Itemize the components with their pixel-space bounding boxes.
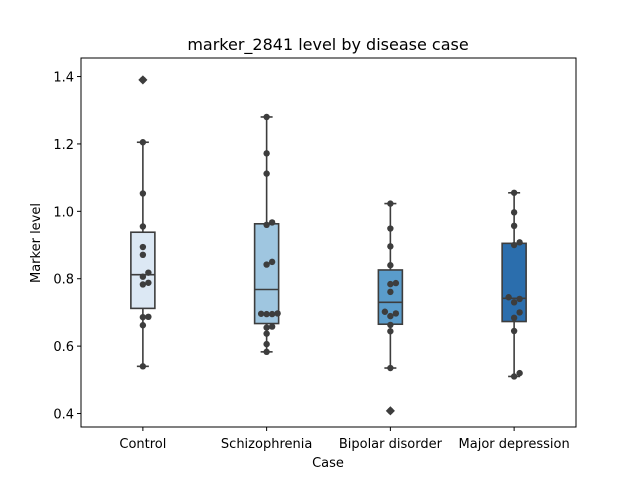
y-tick-label: 1.0 (53, 205, 74, 220)
y-tick-label: 1.2 (53, 138, 74, 153)
data-point (510, 189, 518, 196)
data-point (139, 76, 147, 84)
data-point (387, 328, 394, 335)
data-point (510, 299, 518, 306)
data-point (257, 310, 265, 317)
data-point (510, 314, 518, 322)
data-point (263, 310, 270, 318)
y-tick-label: 0.8 (53, 273, 74, 288)
data-point (381, 308, 389, 315)
data-point (387, 312, 394, 320)
data-point (139, 243, 147, 251)
plot-frame (80, 57, 577, 428)
data-point (392, 310, 400, 317)
data-point (392, 279, 400, 287)
data-point (387, 243, 394, 250)
chart-title: marker_2841 level by disease case (187, 35, 468, 55)
data-point (139, 281, 147, 288)
data-point (516, 295, 523, 303)
data-point (139, 322, 147, 329)
x-tick-label: Control (119, 437, 166, 452)
x-tick-label: Major depression (459, 437, 570, 452)
data-point (145, 313, 152, 321)
data-point (387, 200, 394, 207)
x-axis-title: Case (312, 456, 344, 471)
y-tick-label: 0.6 (53, 340, 74, 355)
data-point (139, 363, 147, 370)
data-point (263, 330, 270, 337)
data-point (516, 239, 523, 246)
data-point (263, 150, 270, 157)
data-point (510, 241, 518, 249)
data-point (387, 262, 394, 269)
data-point (387, 407, 394, 415)
y-axis-title: Marker level (29, 203, 44, 283)
data-point (387, 225, 394, 232)
data-point (139, 313, 147, 321)
data-point (387, 280, 394, 288)
data-point (268, 323, 276, 330)
y-tick-label: 0.4 (53, 408, 74, 423)
data-point (139, 251, 147, 258)
data-point (387, 364, 394, 372)
data-point (263, 348, 270, 356)
x-tick-label: Bipolar disorder (339, 437, 443, 452)
data-point (268, 258, 276, 266)
data-point (139, 223, 147, 230)
data-point (139, 273, 147, 280)
data-point (145, 279, 152, 286)
data-point (268, 219, 276, 226)
data-point (263, 261, 270, 268)
box-major-depression (501, 242, 527, 323)
data-point (510, 373, 518, 380)
data-point (268, 310, 276, 318)
data-point (263, 170, 270, 177)
data-point (387, 288, 394, 296)
plot-area: 0.4 0.6 0.8 1.0 1.2 1.4 Control Schizophrenia Bi… (53, 71, 569, 452)
data-point (139, 190, 147, 197)
data-point (145, 269, 152, 276)
box-control (130, 231, 156, 310)
data-point (263, 221, 270, 229)
data-point (263, 340, 270, 348)
x-tick-label: Schizophrenia (221, 437, 312, 452)
data-point (387, 321, 394, 329)
data-point (263, 113, 270, 121)
data-point (274, 310, 281, 317)
data-point (510, 209, 518, 216)
data-point (510, 327, 518, 335)
data-point (263, 324, 270, 331)
data-point (139, 139, 147, 146)
box-schizophrenia (253, 222, 280, 325)
data-point (505, 294, 512, 301)
data-point (516, 369, 523, 377)
data-point (510, 222, 518, 230)
y-tick-label: 1.4 (53, 71, 74, 86)
data-point (516, 309, 523, 316)
